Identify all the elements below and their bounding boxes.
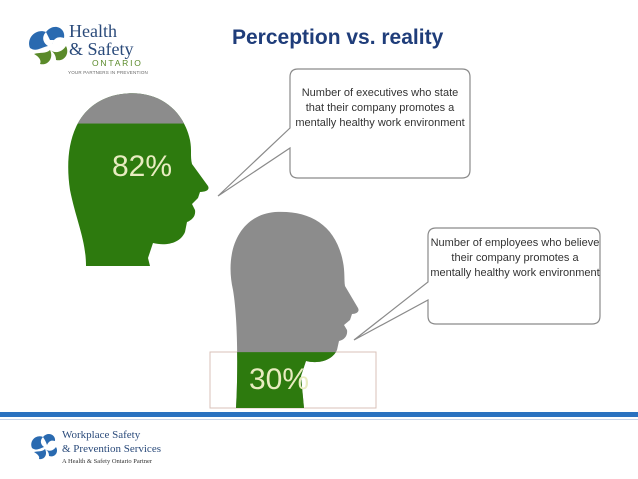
employee-caption: Number of employees who believe their co… [430, 237, 600, 279]
footer-line-3: A Health & Safety Ontario Partner [62, 458, 153, 465]
footer-line-2: & Prevention Services [62, 443, 161, 455]
executive-caption: Number of executives who state that thei… [295, 87, 465, 129]
footer-line-1: Workplace Safety [62, 429, 141, 441]
logo-line-health: Health [69, 21, 117, 41]
employee-speech-bubble [353, 227, 601, 341]
logo-line-ontario: ONTARIO [92, 58, 143, 68]
wsps-logo-icon [31, 434, 58, 460]
health-safety-ontario-logo-icon [29, 26, 68, 65]
logo-line-safety: & Safety [69, 39, 134, 59]
executive-speech-bubble [217, 68, 471, 197]
slide-title: Perception vs. reality [232, 26, 444, 49]
logo-tagline: YOUR PARTNERS IN PREVENTION [68, 70, 148, 75]
footer-divider [0, 419, 638, 420]
footer-bar [0, 412, 638, 417]
employee-percentage: 30% [249, 363, 310, 396]
executive-percentage: 82% [112, 150, 173, 183]
